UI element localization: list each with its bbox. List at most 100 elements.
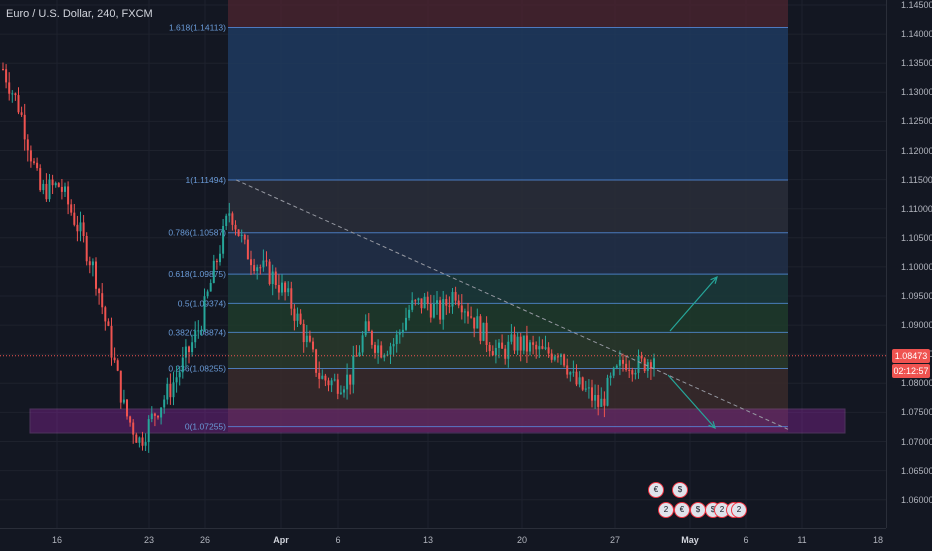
fib-level-label: 1(1.11494) xyxy=(186,175,227,185)
candle-body xyxy=(457,300,460,306)
candle-body xyxy=(507,341,510,359)
candle-body xyxy=(513,334,516,351)
candle-body xyxy=(618,359,621,366)
candle-body xyxy=(628,369,631,371)
candle-body xyxy=(141,437,144,446)
chart-pane[interactable]: Euro / U.S. Dollar, 240, FXCM 1.618(1.14… xyxy=(0,0,886,528)
candle-body xyxy=(631,370,634,375)
fib-zone xyxy=(228,27,788,180)
fib-level-label: 1.618(1.14113) xyxy=(169,23,226,33)
candle-body xyxy=(76,224,79,232)
candle-body xyxy=(250,259,252,266)
fib-zone xyxy=(228,0,788,28)
event-flag-icon[interactable]: 2 xyxy=(658,502,674,518)
candle-body xyxy=(625,363,628,370)
candle-body xyxy=(442,299,445,320)
fib-level-label: 0.618(1.09875) xyxy=(168,269,226,279)
candle-body xyxy=(181,357,184,373)
time-tick: 6 xyxy=(743,535,749,545)
fib-zone xyxy=(228,274,788,304)
candle-body xyxy=(544,347,547,349)
candle-body xyxy=(88,261,91,266)
candle-body xyxy=(95,261,97,289)
price-tick: 1.12500 xyxy=(901,116,932,127)
candle-body xyxy=(479,316,482,341)
time-tick: May xyxy=(681,535,699,545)
candle-body xyxy=(157,415,159,418)
candle-body xyxy=(85,235,88,262)
bullish-arrow-head xyxy=(710,275,718,284)
time-axis[interactable]: 16 23 26 Apr 6 13 20 27 May 6 11 18 xyxy=(0,528,886,551)
candle-body xyxy=(222,225,225,254)
candle-body xyxy=(166,383,169,400)
event-flag-icon[interactable]: € xyxy=(648,482,664,498)
event-flag-icon[interactable]: $ xyxy=(672,482,688,498)
candle-body xyxy=(522,335,525,351)
candle-body xyxy=(33,161,35,163)
candle-body xyxy=(305,335,308,343)
candle-body xyxy=(417,298,420,301)
candle-body xyxy=(575,371,578,385)
candle-body xyxy=(392,344,395,347)
candle-body xyxy=(600,398,603,407)
candle-body xyxy=(538,346,541,350)
chart-canvas[interactable]: 1.618(1.14113) 1(1.11494) 0.786(1.10587) 0.… xyxy=(0,0,886,528)
fib-level-label: 0.5(1.09374) xyxy=(178,298,226,308)
candle-body xyxy=(268,261,271,284)
price-tick: 1.08000 xyxy=(901,378,932,389)
price-axis[interactable]: 1.14500 1.14000 1.13500 1.13000 1.12500 1.120… xyxy=(886,0,932,528)
candle-body xyxy=(578,377,581,385)
candle-body xyxy=(234,224,237,230)
candle-body xyxy=(411,300,414,310)
event-flag-icon[interactable]: 2 xyxy=(731,502,747,518)
candle-body xyxy=(637,355,640,373)
time-tick: 16 xyxy=(51,535,63,545)
candle-body xyxy=(246,239,249,260)
time-tick: 27 xyxy=(609,535,621,545)
candle-body xyxy=(101,293,104,308)
candle-body xyxy=(287,288,290,293)
candle-body xyxy=(188,346,190,353)
candle-body xyxy=(147,419,150,443)
candle-body xyxy=(563,354,566,366)
candle-body xyxy=(429,303,432,318)
candle-body xyxy=(51,179,54,186)
candle-body xyxy=(256,267,259,271)
event-flag-icon[interactable]: € xyxy=(674,502,690,518)
price-tick: 1.11500 xyxy=(901,174,932,185)
candle-body xyxy=(358,352,361,356)
candle-body xyxy=(594,395,597,401)
candle-body xyxy=(380,345,383,358)
candle-body xyxy=(339,392,342,394)
candle-body xyxy=(364,321,367,336)
candle-body xyxy=(271,271,274,284)
candle-body xyxy=(160,407,163,418)
candle-body xyxy=(398,332,401,335)
candle-body xyxy=(634,372,637,375)
candle-body xyxy=(401,329,404,333)
candle-body xyxy=(473,317,476,329)
time-tick: 18 xyxy=(872,535,884,545)
candle-body xyxy=(302,323,305,343)
candle-body xyxy=(11,93,14,95)
candle-body xyxy=(491,351,494,356)
candle-body xyxy=(355,355,358,357)
candle-body xyxy=(423,296,426,309)
candle-body xyxy=(122,399,125,403)
candle-body xyxy=(370,331,373,345)
price-tick: 1.14500 xyxy=(901,0,932,10)
candle-body xyxy=(597,395,600,407)
candle-body xyxy=(603,398,606,406)
candle-body xyxy=(566,365,569,375)
candle-body xyxy=(591,387,593,401)
candle-body xyxy=(178,372,181,378)
candle-body xyxy=(197,330,200,332)
event-flag-icon[interactable]: $ xyxy=(690,502,706,518)
candle-body xyxy=(237,229,240,237)
candle-body xyxy=(26,139,29,151)
symbol-legend[interactable]: Euro / U.S. Dollar, 240, FXCM xyxy=(6,8,153,20)
candle-body xyxy=(29,150,32,162)
candle-body xyxy=(470,316,473,318)
price-tick: 1.10000 xyxy=(901,261,932,272)
candle-body xyxy=(169,383,172,398)
